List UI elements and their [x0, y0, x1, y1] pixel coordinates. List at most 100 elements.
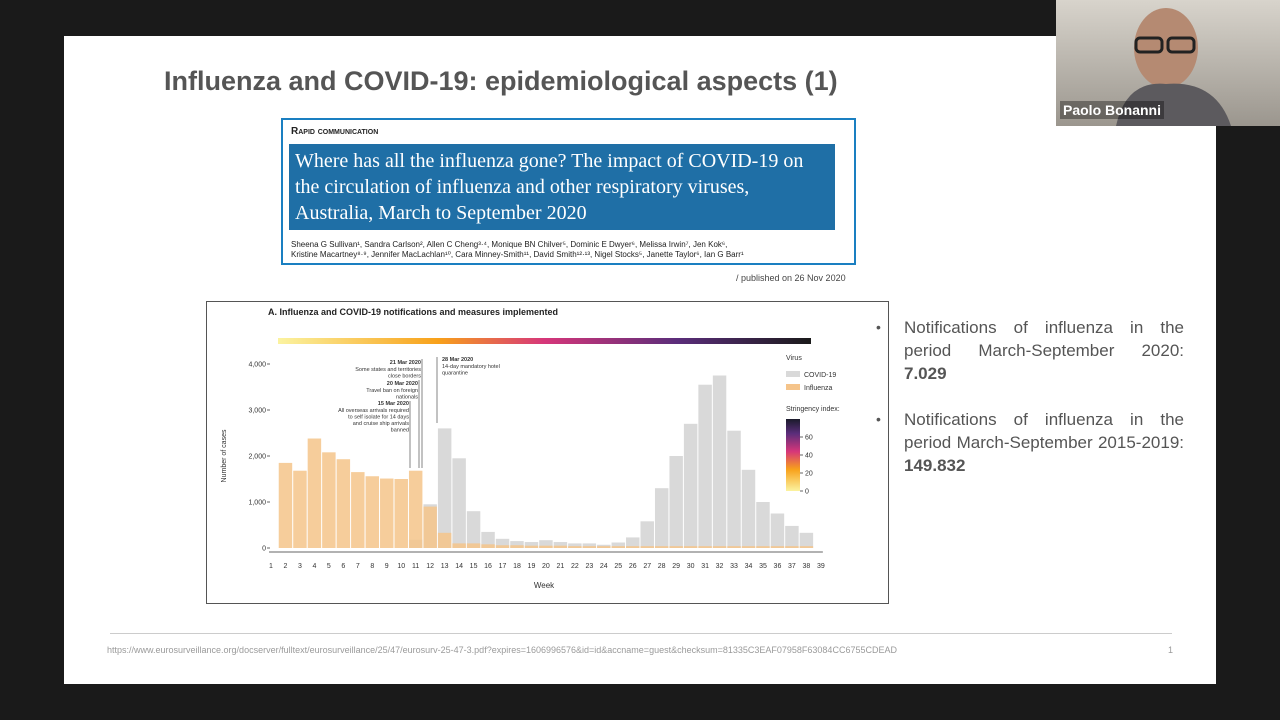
x-tick-label: 4 [312, 563, 316, 570]
article-headline: Where has all the influenza gone? The im… [289, 144, 835, 230]
bar [568, 546, 582, 548]
bar [322, 452, 336, 548]
x-tick-label: 25 [614, 563, 622, 570]
y-tick-label: 4,000 [248, 362, 266, 369]
video-frame [1116, 8, 1231, 126]
annotation-date: 15 Mar 2020 [378, 401, 409, 407]
bar [510, 545, 524, 548]
stringency-tick-label: 40 [805, 453, 813, 460]
x-tick-label: 21 [557, 563, 565, 570]
bar [553, 545, 568, 548]
x-tick-label: 20 [542, 563, 550, 570]
x-tick-label: 30 [687, 563, 695, 570]
bar [799, 546, 814, 548]
stringency-strip [278, 338, 811, 344]
bar [481, 544, 495, 548]
divider [110, 633, 1172, 634]
bar [524, 542, 539, 548]
x-tick-label: 38 [802, 563, 810, 570]
chart: A. Influenza and COVID-19 notifications … [206, 301, 889, 604]
x-tick-label: 6 [341, 563, 345, 570]
x-tick-label: 9 [385, 563, 389, 570]
source-url: https://www.eurosurveillance.org/docserv… [107, 645, 897, 655]
legend-swatch [786, 371, 800, 377]
stringency-title: Stringency index: [786, 406, 840, 413]
x-tick-label: 29 [672, 563, 680, 570]
bar [698, 546, 712, 548]
x-tick-label: 1 [269, 563, 273, 570]
bar [582, 543, 597, 548]
x-tick-label: 16 [484, 563, 492, 570]
bullet: Notifications of influenza in the period… [876, 316, 1184, 385]
y-tick-label: 1,000 [248, 500, 266, 507]
stringency-scale [786, 419, 800, 491]
bar [539, 545, 553, 548]
bar [712, 546, 727, 548]
y-axis-label: Number of cases [221, 429, 228, 482]
stringency-tick-label: 60 [805, 435, 813, 442]
slide: Influenza and COVID-19: epidemiological … [64, 36, 1216, 684]
bar [582, 546, 597, 548]
x-tick-label: 7 [356, 563, 360, 570]
bar [553, 542, 568, 548]
article-label: Rapid communication [291, 126, 379, 137]
bar [785, 525, 799, 548]
bar [380, 478, 394, 548]
bar [524, 545, 539, 548]
bar [481, 531, 495, 548]
x-tick-label: 24 [600, 563, 608, 570]
bar [756, 546, 770, 548]
y-tick-label: 3,000 [248, 408, 266, 415]
x-tick-label: 36 [774, 563, 782, 570]
x-tick-label: 17 [499, 563, 507, 570]
participant-name: Paolo Bonanni [1060, 101, 1164, 119]
bar [336, 459, 351, 548]
x-tick-label: 3 [298, 563, 302, 570]
bar [452, 458, 466, 548]
x-tick-label: 27 [643, 563, 651, 570]
bar [640, 521, 654, 548]
bar [799, 532, 814, 548]
y-tick-label: 2,000 [248, 454, 266, 461]
bar [510, 541, 524, 548]
bar [640, 546, 654, 548]
annotation-date: 21 Mar 2020 [390, 360, 421, 366]
bar [712, 375, 727, 548]
x-tick-label: 15 [470, 563, 478, 570]
x-tick-label: 39 [817, 563, 825, 570]
slide-title: Influenza and COVID-19: epidemiological … [164, 66, 838, 96]
page-number: 1 [1168, 645, 1174, 655]
legend-label: Influenza [804, 385, 833, 392]
bar [539, 540, 553, 548]
bar [394, 479, 408, 548]
participant-video[interactable]: Paolo Bonanni [1056, 0, 1280, 126]
bullet-value: 149.832 [904, 456, 966, 475]
bar [437, 428, 452, 548]
bar [785, 546, 799, 548]
x-tick-label: 23 [585, 563, 593, 570]
annotation-text: 14-day mandatory hotel quarantine [442, 364, 500, 377]
x-tick-label: 10 [397, 563, 405, 570]
bar [611, 546, 626, 548]
bar [669, 456, 683, 548]
bar [683, 423, 698, 548]
article-card: Rapid communication Where has all the in… [281, 118, 856, 265]
x-tick-label: 26 [629, 563, 637, 570]
x-tick-label: 22 [571, 563, 579, 570]
bar [654, 546, 669, 548]
y-tick-label: 0 [262, 546, 266, 553]
bar [351, 472, 365, 548]
x-tick-label: 37 [788, 563, 796, 570]
bar [278, 462, 293, 548]
annotation-text: All overseas arrivals required to self is… [338, 408, 409, 434]
annotation-date: 20 Mar 2020 [387, 381, 418, 387]
x-tick-label: 32 [716, 563, 724, 570]
bar [669, 546, 683, 548]
bar [597, 546, 611, 548]
x-tick-label: 34 [745, 563, 753, 570]
bar [293, 470, 307, 548]
x-tick-label: 31 [701, 563, 709, 570]
stringency-tick-label: 20 [805, 471, 813, 478]
bar [611, 542, 626, 548]
